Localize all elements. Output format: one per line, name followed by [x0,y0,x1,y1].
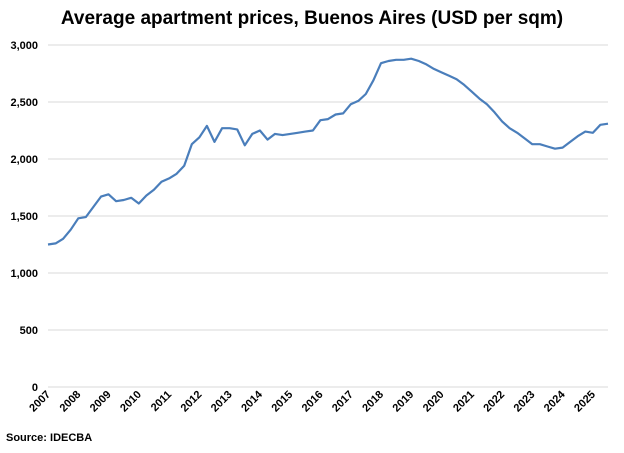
y-tick-label: 2,000 [10,154,38,166]
series-line [47,57,609,246]
x-tick-label: 2009 [88,389,114,415]
x-tick-label: 2013 [209,389,235,415]
x-tick-label: 2022 [481,389,507,415]
x-tick-label: 2023 [512,389,538,415]
y-tick-label: 1,500 [10,211,38,223]
x-tick-label: 2012 [179,389,205,415]
source-note: Source: IDECBA [6,432,93,444]
y-tick-label: 3,000 [10,40,38,52]
x-tick-label: 2025 [572,389,598,415]
x-tick-label: 2016 [300,389,326,415]
x-tick-label: 2015 [269,389,295,415]
chart-title: Average apartment prices, Buenos Aires (… [60,8,564,29]
x-tick-label: 2017 [330,389,356,415]
x-tick-label: 2019 [391,389,417,415]
y-tick-label: 0 [32,382,38,394]
x-tick-label: 2008 [58,389,84,415]
x-tick-label: 2021 [451,389,477,415]
x-tick-label: 2020 [421,389,447,415]
x-tick-label: 2010 [118,389,144,415]
y-tick-label: 500 [20,325,38,337]
y-tick-label: 2,500 [10,97,38,109]
x-tick-label: 2011 [149,389,174,414]
y-tick-label: 1,000 [10,268,38,280]
x-tick-label: 2018 [360,389,386,415]
x-tick-label: 2024 [542,388,568,414]
x-tick-label: 2014 [239,388,265,414]
